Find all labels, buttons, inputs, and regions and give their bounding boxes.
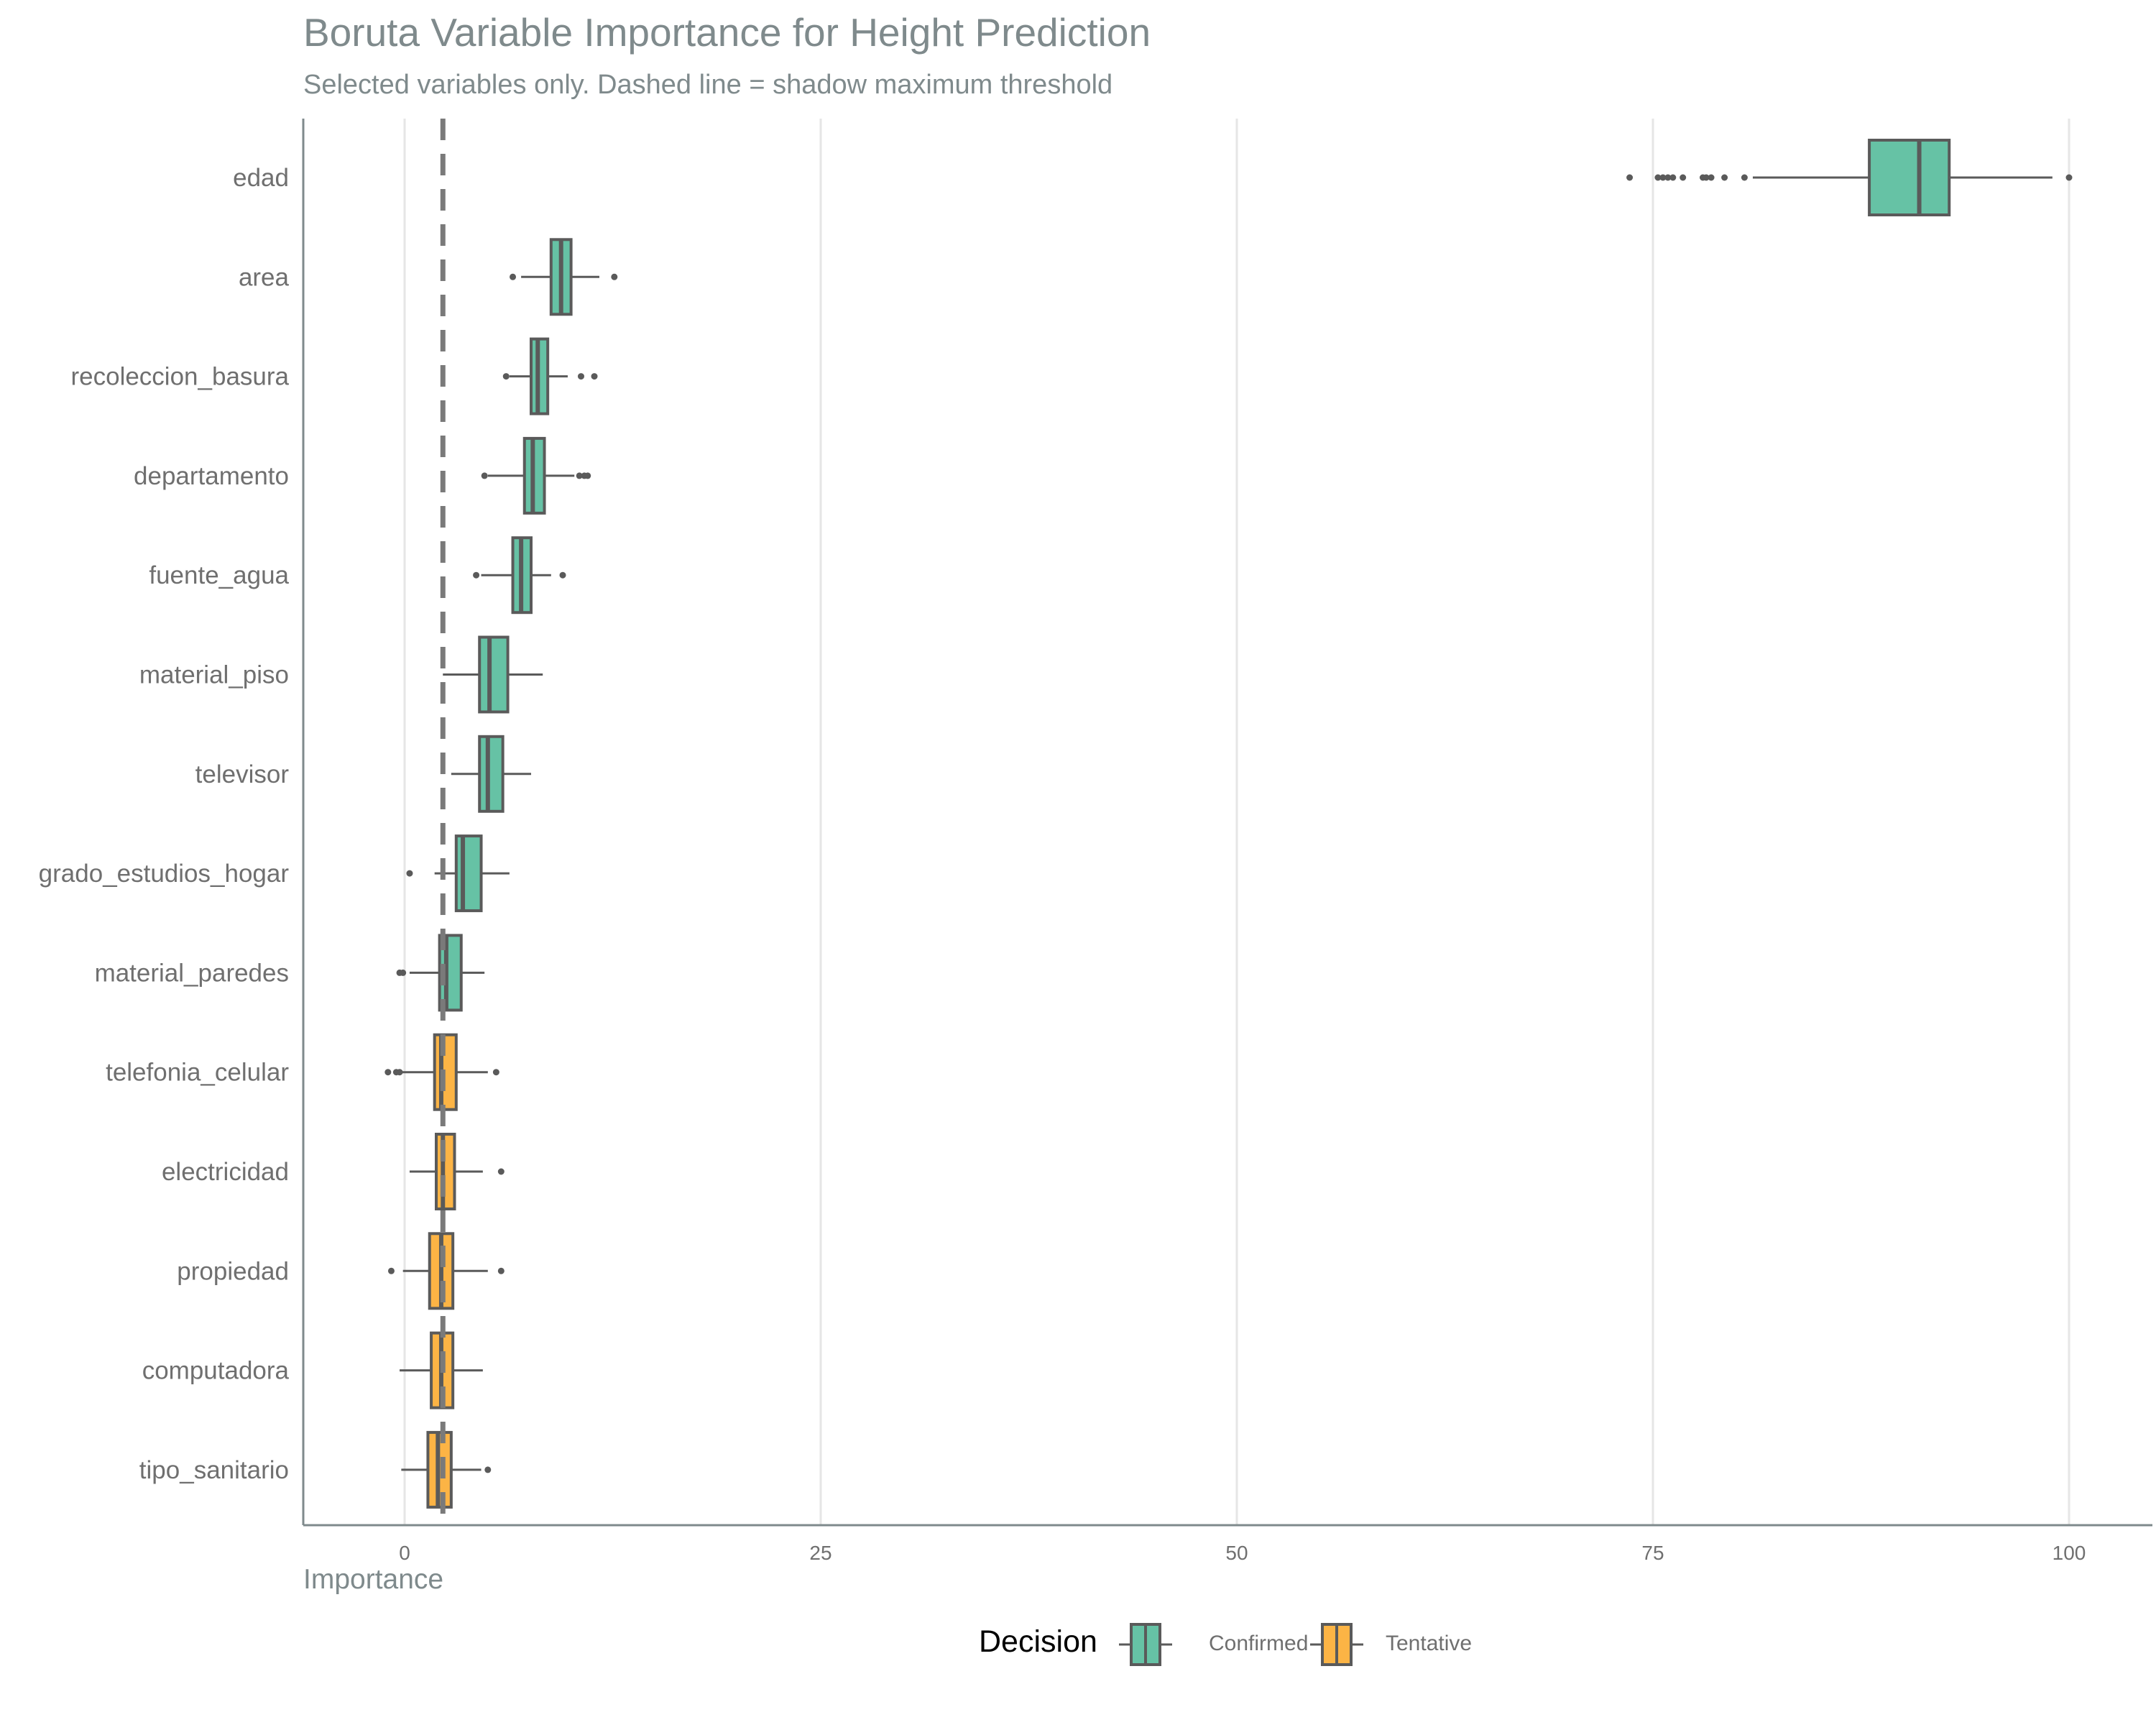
y-label-electricidad: electricidad xyxy=(162,1158,289,1186)
y-label-material_paredes: material_paredes xyxy=(95,959,289,987)
box-iqr xyxy=(478,635,510,714)
legend-label-tentative: Tentative xyxy=(1386,1632,1472,1655)
y-label-grado_estudios_hogar: grado_estudios_hogar xyxy=(39,860,290,888)
x-axis-ticks: 0 25 50 75 100 xyxy=(399,1542,2086,1564)
x-tick-label-75: 75 xyxy=(1641,1542,1664,1564)
grid-lines xyxy=(403,119,2070,1525)
y-label-material_piso: material_piso xyxy=(139,661,289,689)
box-tipo_sanitario xyxy=(401,1430,492,1509)
outlier-point xyxy=(1708,174,1715,181)
outlier-point xyxy=(584,472,591,479)
outlier-point xyxy=(1680,174,1687,181)
box-material_piso xyxy=(443,635,543,714)
box-iqr xyxy=(1868,139,1951,216)
outlier-point xyxy=(502,373,510,380)
y-axis-labels: edad area recoleccion_basura departamento fu… xyxy=(39,164,290,1484)
box-iqr xyxy=(478,735,505,813)
y-label-departamento: departamento xyxy=(134,462,289,490)
legend-key-confirmed xyxy=(1119,1623,1172,1666)
outlier-point xyxy=(1721,174,1728,181)
x-tick-label-100: 100 xyxy=(2053,1542,2086,1564)
outlier-point xyxy=(1669,174,1677,181)
outlier-point xyxy=(400,969,407,976)
outlier-point xyxy=(481,472,488,479)
chart-title: Boruta Variable Importance for Height Pr… xyxy=(303,10,1151,55)
box-iqr xyxy=(454,834,483,913)
outlier-point xyxy=(1659,174,1667,181)
outlier-point xyxy=(1626,174,1634,181)
legend-key-tentative xyxy=(1310,1623,1363,1666)
box-grado_estudios_hogar xyxy=(406,834,510,913)
outlier-point xyxy=(473,571,480,579)
outlier-point xyxy=(510,273,517,280)
outlier-point xyxy=(577,373,584,380)
y-label-fuente_agua: fuente_agua xyxy=(149,561,289,589)
outlier-point xyxy=(1654,174,1662,181)
box-edad xyxy=(1626,139,2073,216)
legend-title: Decision xyxy=(979,1624,1097,1659)
chart-subtitle: Selected variables only. Dashed line = s… xyxy=(303,70,1112,100)
outlier-point xyxy=(497,1168,505,1175)
x-tick-label-50: 50 xyxy=(1225,1542,1248,1564)
outlier-point xyxy=(576,472,583,479)
outlier-point xyxy=(396,1069,403,1076)
outlier-point xyxy=(387,1267,395,1274)
box-recoleccion_basura xyxy=(502,337,598,415)
box-area xyxy=(510,238,618,316)
y-label-televisor: televisor xyxy=(195,760,290,788)
box-departamento xyxy=(481,436,591,515)
box-televisor xyxy=(451,735,532,813)
outlier-point xyxy=(611,273,618,280)
legend: Decision Confirmed Tentative xyxy=(979,1623,1472,1666)
y-label-tipo_sanitario: tipo_sanitario xyxy=(139,1456,289,1484)
x-axis-title: Importance xyxy=(303,1564,443,1595)
y-label-computadora: computadora xyxy=(142,1357,290,1385)
box-electricidad xyxy=(409,1133,505,1210)
box-telefonia_celular xyxy=(384,1033,499,1111)
y-label-area: area xyxy=(239,263,290,291)
y-label-propiedad: propiedad xyxy=(177,1257,289,1285)
y-label-recoleccion_basura: recoleccion_basura xyxy=(70,363,289,391)
outlier-point xyxy=(484,1466,492,1473)
legend-label-confirmed: Confirmed xyxy=(1209,1632,1308,1655)
box-fuente_agua xyxy=(473,536,566,615)
outlier-point xyxy=(1664,174,1672,181)
outlier-point xyxy=(384,1069,392,1076)
x-tick-label-25: 25 xyxy=(809,1542,831,1564)
x-tick-label-0: 0 xyxy=(399,1542,410,1564)
outlier-point xyxy=(497,1267,505,1274)
outlier-point xyxy=(2065,174,2073,181)
outlier-point xyxy=(492,1069,499,1076)
outlier-point xyxy=(559,571,566,579)
y-label-edad: edad xyxy=(233,164,289,192)
outlier-point xyxy=(406,870,413,877)
outlier-point xyxy=(591,373,598,380)
outlier-point xyxy=(1741,174,1748,181)
y-label-telefonia_celular: telefonia_celular xyxy=(106,1059,289,1087)
axes xyxy=(302,119,2152,1527)
outlier-point xyxy=(1703,174,1710,181)
box-plots xyxy=(384,139,2073,1509)
